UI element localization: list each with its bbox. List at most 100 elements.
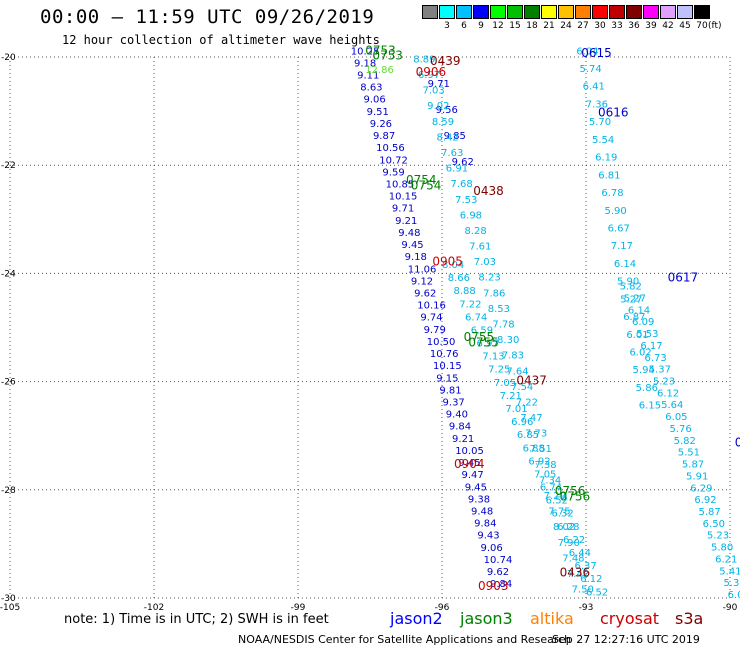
- wave-height-value: 5.90: [617, 277, 639, 288]
- wave-height-value: 7.53: [455, 195, 477, 206]
- credit-line: NOAA/NESDIS Center for Satellite Applica…: [238, 633, 572, 646]
- pass-time-label: 0755: [464, 330, 495, 344]
- wave-height-value: 9.45: [401, 240, 423, 251]
- wave-height-value: 10.15: [433, 361, 462, 372]
- wave-height-value: 8.89: [413, 54, 435, 65]
- wave-height-value: 10.15: [389, 192, 418, 203]
- wave-height-value: 7.21: [500, 391, 522, 402]
- wave-height-value: 5.87: [699, 507, 721, 518]
- satellite-s3a-label: s3a: [675, 609, 704, 628]
- x-tick-label: -102: [144, 603, 164, 613]
- y-tick-label: -26: [1, 378, 16, 388]
- scale-swatch: [575, 5, 591, 19]
- wave-height-value: 6.29: [690, 483, 712, 494]
- wave-height-value: 6.91: [446, 164, 468, 175]
- scale-swatch: [422, 5, 438, 19]
- wave-height-value: 7.22: [516, 397, 538, 408]
- scale-swatch: [524, 5, 540, 19]
- wave-height-value: 6.14: [628, 305, 650, 316]
- scale-swatch: [490, 5, 506, 19]
- wave-height-value: 6.85: [517, 430, 539, 441]
- wave-height-value: 9.62: [487, 567, 509, 578]
- pass-time-label: 0439: [430, 54, 461, 68]
- wave-height-value: 9.43: [477, 531, 499, 542]
- wave-height-value: 7.34: [539, 475, 561, 486]
- wave-height-value: 9.02: [427, 101, 449, 112]
- wave-height-value: 7.64: [506, 366, 528, 377]
- wave-height-value: 9.59: [382, 167, 404, 178]
- wave-height-value: 9.48: [471, 507, 493, 518]
- wave-height-value: 9.45: [465, 482, 487, 493]
- wave-height-value: 9.26: [370, 119, 392, 130]
- wave-height-value: 7.50: [572, 585, 594, 596]
- scale-tick-label: 24: [560, 21, 572, 31]
- scale-swatch: [507, 5, 523, 19]
- wave-height-value: 7.54: [511, 382, 533, 393]
- wave-height-value: 5.41: [719, 566, 740, 577]
- wave-height-value: 10.05: [455, 446, 484, 457]
- wave-height-value: 6.05: [665, 412, 687, 423]
- pass-time-label: 0903: [478, 579, 509, 593]
- wave-height-value: 5.74: [580, 64, 602, 75]
- footnote: note: 1) Time is in UTC; 2) SWH is in fe…: [64, 612, 329, 627]
- wave-height-value: 6.01: [728, 590, 740, 601]
- wave-height-value: 5.70: [589, 117, 611, 128]
- scale-swatch: [694, 5, 710, 19]
- wave-height-value: 8.53: [488, 304, 510, 315]
- wave-height-value: 5.23: [653, 377, 675, 388]
- scale-tick-label: 6: [461, 21, 467, 31]
- wave-height-value: 7.03: [474, 257, 496, 268]
- satellite-altika-label: altika: [530, 609, 574, 628]
- wave-height-value: 8.63: [360, 83, 382, 94]
- wave-height-value: 7.29: [544, 491, 566, 502]
- wave-height-value: 9.71: [428, 79, 450, 90]
- wave-height-value: 9.87: [373, 131, 395, 142]
- pass-time-label: 0753: [365, 43, 396, 57]
- wave-height-value: 9.37: [443, 398, 465, 409]
- wave-height-value: 5.27: [624, 293, 646, 304]
- wave-height-value: 12.86: [365, 65, 394, 76]
- wave-height-value: 5.94: [633, 365, 655, 376]
- scale-tick-label: 36: [628, 21, 640, 31]
- wave-height-value: 7.86: [483, 288, 505, 299]
- wave-height-value: 9.47: [462, 470, 484, 481]
- scale-swatch: [456, 5, 472, 19]
- wave-height-value: 9.06: [363, 95, 385, 106]
- pass-time-label: 0617: [668, 271, 699, 285]
- pass-time-label: 0436: [560, 565, 591, 579]
- chart-subtitle: 12 hour collection of altimeter wave hei…: [62, 33, 380, 47]
- wave-height-value: 9.48: [398, 228, 420, 239]
- wave-height-value: 6.21: [715, 554, 737, 565]
- wave-height-value: 7.17: [611, 241, 633, 252]
- wave-height-value: 7.38: [534, 460, 556, 471]
- scale-tick-label: 21: [543, 21, 555, 31]
- wave-height-value: 5.27: [620, 294, 642, 305]
- scale-swatch: [541, 5, 557, 19]
- scale-tick-label: 33: [611, 21, 623, 31]
- wave-height-value: 9.21: [395, 216, 417, 227]
- scale-swatch: [660, 5, 676, 19]
- wave-height-value: 9.06: [481, 543, 503, 554]
- wave-height-value: 6.28: [557, 522, 579, 533]
- wave-height-value: 10.50: [427, 337, 456, 348]
- wave-height-value: 7.05: [494, 378, 516, 389]
- scale-swatch: [473, 5, 489, 19]
- pass-time-label: 0906: [416, 65, 447, 79]
- wave-height-value: 7.48: [562, 553, 584, 564]
- wave-height-value: 6.44: [569, 548, 591, 559]
- wave-height-value: 7.75: [548, 507, 570, 518]
- wave-height-value: 6.02: [629, 347, 651, 358]
- wave-height-value: 9.15: [436, 373, 458, 384]
- wave-height-value: 6.15: [639, 401, 661, 412]
- wave-height-value: 10.56: [376, 143, 405, 154]
- pass-time-label: 0753: [372, 49, 403, 63]
- y-tick-label: -24: [1, 269, 16, 279]
- wave-height-value: 9.21: [452, 434, 474, 445]
- pass-time-label: 0904: [454, 457, 485, 471]
- wave-height-value: 7.90: [558, 538, 580, 549]
- wave-height-value: 8.04: [442, 260, 464, 271]
- wave-height-value: 8.30: [497, 335, 519, 346]
- wave-height-value: 9.56: [436, 105, 458, 116]
- wave-height-value: 6.50: [703, 519, 725, 530]
- wave-height-value: 6.88: [523, 443, 545, 454]
